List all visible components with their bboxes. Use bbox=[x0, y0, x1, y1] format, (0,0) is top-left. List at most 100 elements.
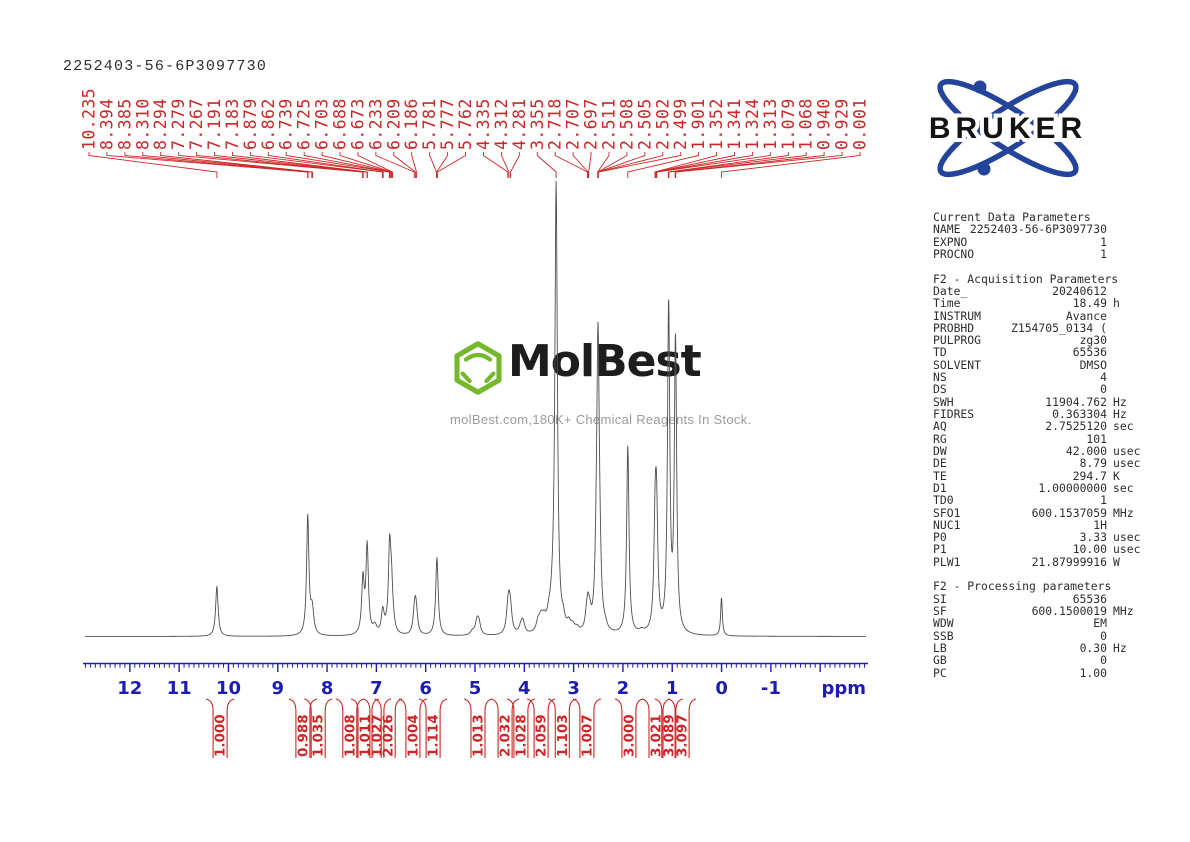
x-axis-tick-label: 7 bbox=[370, 678, 383, 699]
param-key: RG bbox=[933, 431, 947, 446]
x-axis-tick-label: 1 bbox=[666, 678, 679, 699]
param-row: EXPNO 1 bbox=[933, 234, 1159, 249]
peak-label: 5.781 bbox=[420, 98, 439, 150]
param-unit: sec bbox=[1113, 480, 1134, 495]
integral-value: 3.000 bbox=[621, 714, 637, 757]
param-value: 1 bbox=[1100, 493, 1107, 508]
param-key: DE bbox=[933, 456, 947, 471]
param-unit: MHz bbox=[1113, 604, 1134, 618]
peak-label: 6.725 bbox=[295, 98, 314, 150]
param-value: 3.33 bbox=[1079, 530, 1107, 545]
param-value: 1 bbox=[1100, 234, 1107, 249]
param-row: TD0 1 bbox=[933, 493, 1159, 508]
peak-leader-line bbox=[436, 152, 466, 178]
param-section-header: F2 - Processing parameters bbox=[933, 579, 1112, 594]
peak-label: 8.294 bbox=[151, 98, 170, 150]
param-key: PLW1 bbox=[933, 554, 961, 569]
peak-leader-line bbox=[357, 152, 393, 178]
integral-bracket bbox=[614, 698, 623, 758]
integral-bracket bbox=[362, 698, 371, 758]
param-row: DW 42.000 usec bbox=[933, 445, 1159, 458]
param-row: SOLVENT DMSO bbox=[933, 357, 1159, 372]
x-axis-tick-label: 10 bbox=[216, 678, 241, 699]
bruker-orbits-icon bbox=[937, 78, 1079, 178]
param-unit: h bbox=[1113, 296, 1120, 311]
param-key: LB bbox=[933, 640, 947, 655]
param-key: INSTRUM bbox=[933, 308, 982, 323]
peak-leader-line bbox=[124, 152, 309, 178]
integral-bracket bbox=[356, 698, 364, 758]
integral-value: 1.013 bbox=[471, 714, 487, 757]
peak-label: 0.940 bbox=[815, 98, 834, 150]
bruker-wordmark: BRUKER bbox=[929, 112, 1087, 145]
integral-bracket bbox=[635, 698, 644, 758]
integral-bracket bbox=[419, 698, 428, 758]
peak-leader-line bbox=[285, 152, 390, 178]
integral-value: 3.021 bbox=[649, 714, 665, 757]
peak-leader-line bbox=[536, 152, 557, 178]
param-row: INSTRUM Avance bbox=[933, 308, 1159, 323]
param-row: NS 4 bbox=[933, 370, 1159, 385]
param-value: 1.00 bbox=[1079, 665, 1107, 680]
param-unit: MHz bbox=[1113, 505, 1134, 520]
integral-bracket bbox=[439, 698, 448, 758]
param-unit: usec bbox=[1113, 530, 1141, 545]
peak-leader-line bbox=[411, 152, 417, 178]
peak-label: 6.739 bbox=[277, 98, 296, 150]
integral-bracket bbox=[288, 698, 297, 758]
x-axis-tick-label: 5 bbox=[469, 678, 482, 699]
param-key: NS bbox=[933, 370, 947, 385]
param-row: PROBHD Z154705_0134 ( bbox=[933, 320, 1159, 335]
integral-bracket bbox=[641, 698, 650, 758]
peak-leader-line bbox=[721, 152, 861, 178]
integral-bracket bbox=[309, 698, 318, 758]
param-key: AQ bbox=[933, 419, 947, 434]
integral-bracket bbox=[547, 698, 556, 758]
peak-leader-line bbox=[483, 152, 509, 178]
param-key: PROBHD bbox=[933, 320, 975, 335]
integral-bracket bbox=[484, 698, 493, 758]
param-unit: Hz bbox=[1113, 394, 1127, 409]
param-row: Date_ 20240612 bbox=[933, 285, 1159, 298]
orbit-dot-top bbox=[973, 80, 987, 94]
integral-bracket bbox=[463, 698, 472, 758]
integral-value: 1.004 bbox=[405, 714, 421, 757]
peak-label: 2.505 bbox=[635, 98, 654, 150]
param-unit bbox=[1107, 322, 1159, 334]
param-unit bbox=[1107, 371, 1159, 383]
peak-leader-line bbox=[674, 152, 825, 178]
param-value: zg30 bbox=[1079, 333, 1107, 348]
param-value: 18.49 bbox=[1072, 296, 1107, 311]
integral-value: 1.028 bbox=[513, 714, 529, 757]
peak-leader-line bbox=[160, 152, 314, 178]
param-value: DMSO bbox=[1079, 357, 1107, 372]
param-row: AQ 2.7525120 sec bbox=[933, 419, 1159, 434]
x-axis: 12 11 10 9 8 7 6 5 4 3 2 1 0 -1 ppm bbox=[83, 662, 868, 699]
param-section-header: Current Data Parameters bbox=[933, 210, 1091, 224]
param-row: NAME 2252403-56-6P3097730 bbox=[933, 223, 1159, 236]
param-value: Z154705_0134 ( bbox=[1010, 320, 1107, 335]
param-unit bbox=[1107, 236, 1159, 248]
param-value: 2.7525120 bbox=[1045, 419, 1107, 434]
peak-label: 5.777 bbox=[438, 98, 457, 150]
peak-label: 6.703 bbox=[313, 98, 332, 150]
peak-label: 2.511 bbox=[600, 98, 619, 150]
param-key: SF bbox=[933, 604, 947, 618]
peak-label: 5.762 bbox=[456, 98, 475, 150]
peak-label: 6.186 bbox=[402, 98, 421, 150]
x-axis-tick-label: 4 bbox=[518, 678, 531, 699]
parameters-panel: Current Data Parameters NAME 2252403-56-6P… bbox=[933, 211, 1159, 679]
integral-bracket bbox=[667, 698, 676, 758]
integral-bracket bbox=[688, 698, 697, 758]
integral-bracket bbox=[418, 698, 427, 758]
param-value: 4 bbox=[1100, 370, 1107, 385]
integral-bracket bbox=[572, 698, 581, 758]
param-value: 0.30 bbox=[1079, 640, 1107, 655]
param-row: FIDRES 0.363304 Hz bbox=[933, 408, 1159, 421]
param-value: 1 bbox=[1100, 246, 1107, 261]
peak-label: 7.183 bbox=[223, 98, 242, 150]
param-key: PROCNO bbox=[933, 246, 975, 261]
param-value: 0 bbox=[1100, 653, 1107, 668]
peak-leader-line bbox=[375, 152, 415, 178]
